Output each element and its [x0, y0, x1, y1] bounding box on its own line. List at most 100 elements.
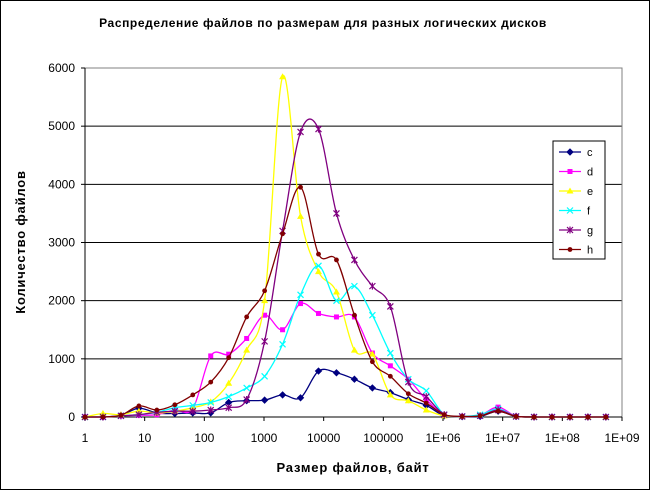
data-point-h — [262, 288, 268, 294]
data-point-d — [208, 353, 214, 359]
data-point-c — [260, 396, 269, 404]
y-tick-label: 6000 — [48, 61, 75, 75]
series-line-f — [84, 265, 606, 418]
data-point-c — [368, 384, 377, 392]
data-point-g — [225, 404, 233, 412]
data-point-d — [333, 314, 339, 320]
data-point-d — [315, 310, 321, 316]
data-point-h — [477, 413, 483, 419]
legend-marker-g — [566, 226, 574, 234]
y-tick-label: 4000 — [48, 177, 75, 191]
data-point-h — [154, 407, 160, 413]
data-point-h — [100, 414, 106, 420]
data-point-d — [280, 327, 286, 333]
chart-title: Распределение файлов по размерам для раз… — [99, 16, 547, 30]
legend-marker-f — [566, 207, 574, 214]
data-point-e — [279, 73, 287, 80]
data-point-c — [350, 375, 359, 383]
x-tick-label: 1E+08 — [545, 431, 580, 445]
x-tick-label: 1E+09 — [604, 431, 639, 445]
x-tick-label: 1E+06 — [425, 431, 460, 445]
data-point-g — [261, 337, 269, 345]
legend-label-f: f — [587, 206, 591, 218]
data-point-f — [189, 401, 197, 409]
series-layer — [81, 73, 610, 421]
data-point-f — [261, 372, 269, 380]
data-point-h — [423, 400, 429, 406]
data-point-e — [225, 379, 233, 386]
data-point-g — [207, 406, 215, 414]
legend-item-f: f — [559, 206, 591, 218]
data-point-h — [495, 408, 501, 414]
data-point-g — [368, 282, 376, 290]
data-point-c — [278, 391, 287, 399]
y-tick-label: 2000 — [48, 294, 75, 308]
data-point-h — [190, 392, 196, 398]
data-point-h — [208, 379, 214, 385]
legend-item-e: e — [559, 186, 593, 198]
y-tick-label: 3000 — [48, 236, 75, 250]
series-line-c — [84, 368, 606, 418]
data-point-d — [244, 335, 250, 341]
data-point-h — [405, 391, 411, 397]
data-point-h — [531, 414, 537, 420]
legend-item-g: g — [559, 225, 593, 237]
data-point-g — [404, 378, 412, 386]
data-point-h — [316, 251, 321, 257]
legend-label-e: e — [587, 186, 593, 198]
data-point-f — [225, 393, 233, 401]
data-point-e — [422, 406, 430, 413]
x-tick-label: 1E+07 — [485, 431, 520, 445]
data-point-h — [298, 184, 303, 190]
data-point-f — [350, 282, 358, 290]
data-point-h — [352, 312, 357, 318]
data-point-g — [422, 393, 430, 401]
data-point-g — [350, 256, 358, 264]
data-point-f — [279, 340, 287, 348]
data-point-h — [549, 414, 555, 420]
y-tick-label: 5000 — [48, 119, 75, 133]
data-point-h — [585, 414, 591, 420]
data-point-h — [226, 355, 232, 361]
data-point-g — [243, 396, 251, 404]
data-point-h — [387, 373, 393, 379]
legend-item-c: c — [559, 147, 593, 159]
series-line-h — [84, 186, 606, 418]
y-axis-label: Количество файлов — [13, 170, 28, 314]
data-point-f — [368, 311, 376, 319]
series-d — [82, 301, 609, 420]
data-point-e — [386, 391, 394, 398]
data-point-f — [207, 399, 215, 406]
data-point-h — [172, 402, 178, 408]
x-tick-label: 100000 — [363, 431, 403, 445]
data-point-c — [332, 369, 341, 377]
x-tick-label: 100 — [194, 431, 214, 445]
data-point-g — [189, 407, 197, 415]
legend-item-h: h — [559, 245, 593, 257]
data-point-e — [297, 212, 305, 219]
data-point-e — [261, 297, 269, 304]
data-point-e — [404, 397, 412, 404]
data-point-h — [118, 412, 124, 418]
data-point-h — [280, 231, 285, 237]
x-tick-label: 10 — [138, 431, 152, 445]
data-point-h — [82, 414, 88, 420]
data-point-h — [459, 414, 465, 419]
legend-label-h: h — [587, 245, 593, 257]
legend-label-c: c — [587, 147, 593, 159]
y-tick-label: 0 — [68, 410, 75, 424]
axes: 1 10 100 1000 10000 100000 1E+06 1E+07 1E+08 1E+0… — [48, 61, 640, 445]
series-h — [82, 184, 609, 420]
series-e — [81, 73, 610, 420]
data-point-h — [334, 257, 339, 263]
data-point-g — [386, 302, 394, 310]
data-point-d — [387, 363, 393, 369]
legend-item-d: d — [559, 167, 593, 179]
data-point-c — [314, 367, 323, 375]
data-point-f — [297, 291, 304, 299]
data-point-g — [171, 407, 179, 415]
x-tick-label: 10000 — [307, 431, 341, 445]
